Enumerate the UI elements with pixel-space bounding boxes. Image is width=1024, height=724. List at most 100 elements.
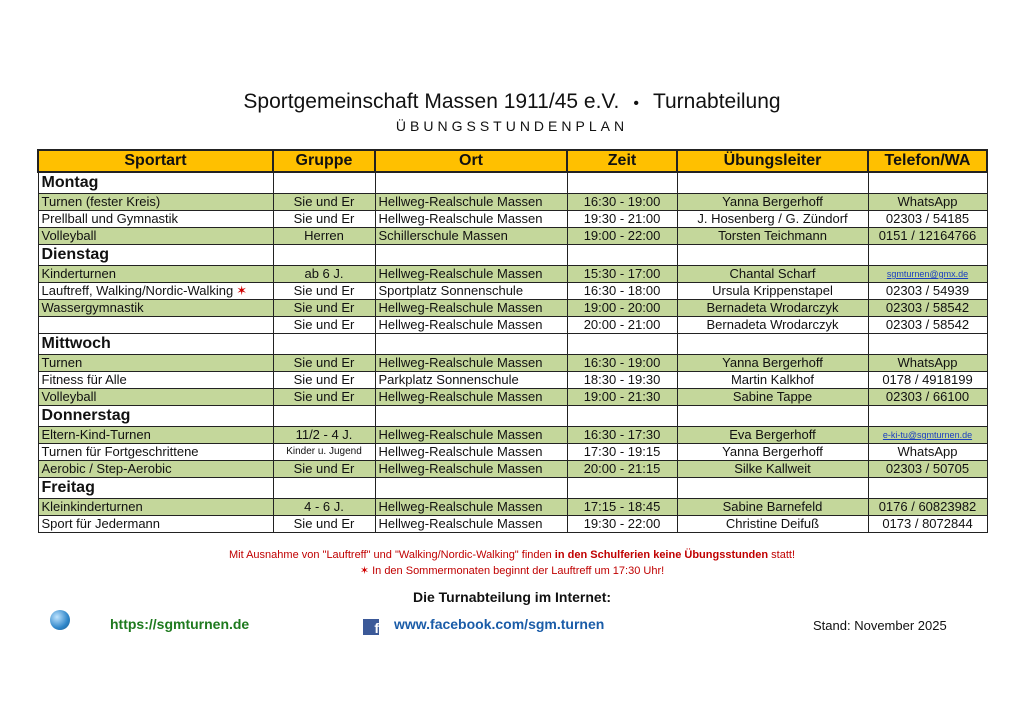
zeit-text: 16:30 - 18:00 xyxy=(583,283,661,299)
kontakt-text: 02303 / 58542 xyxy=(885,317,970,333)
ort-cell: Schillerschule Massen xyxy=(374,227,568,245)
zeit-cell: 15:30 - 17:00 xyxy=(566,265,678,283)
gruppe-cell: Herren xyxy=(272,227,376,245)
kontakt-cell: 0151 / 12164766 xyxy=(867,227,988,245)
empty-cell xyxy=(867,333,988,355)
empty-cell xyxy=(676,244,869,266)
ort-cell: Hellweg-Realschule Massen xyxy=(374,388,568,406)
gruppe-text: Sie und Er xyxy=(293,194,355,210)
sport-cell: Volleyball xyxy=(37,388,274,406)
ort-cell: Parkplatz Sonnenschule xyxy=(374,371,568,389)
kontakt-text: 0173 / 8072844 xyxy=(882,516,973,532)
holiday-note: Mit Ausnahme von "Lauftreff" und "Walkin… xyxy=(228,549,796,561)
gruppe-text: Sie und Er xyxy=(293,355,355,371)
ort-text: Hellweg-Realschule Massen xyxy=(378,300,543,316)
gruppe-cell: Sie und Er xyxy=(272,316,376,334)
sport-text: Wassergymnastik xyxy=(41,300,144,316)
zeit-text: 19:00 - 22:00 xyxy=(583,228,661,244)
table-row: Turnen (fester Kreis) Sie und Er Hellweg-R… xyxy=(37,193,988,211)
ort-text: Hellweg-Realschule Massen xyxy=(378,194,543,210)
website-link[interactable]: https://sgmturnen.de xyxy=(110,616,250,632)
zeit-cell: 19:30 - 21:00 xyxy=(566,210,678,228)
ort-text: Hellweg-Realschule Massen xyxy=(378,516,543,532)
zeit-cell: 17:30 - 19:15 xyxy=(566,443,678,461)
kontakt-text: WhatsApp xyxy=(897,444,958,460)
gruppe-text: Sie und Er xyxy=(293,317,355,333)
zeit-text: 16:30 - 19:00 xyxy=(583,355,661,371)
leiter-cell: Martin Kalkhof xyxy=(676,371,869,389)
leiter-text: Yanna Bergerhoff xyxy=(722,355,823,371)
sport-cell: Kleinkinderturnen xyxy=(37,498,274,516)
ort-cell: Hellweg-Realschule Massen xyxy=(374,460,568,478)
zeit-cell: 16:30 - 17:30 xyxy=(566,426,678,444)
column-header: Ort xyxy=(374,149,568,173)
ort-cell: Hellweg-Realschule Massen xyxy=(374,426,568,444)
kontakt-cell[interactable]: e-ki-tu@sgmturnen.de xyxy=(867,426,988,444)
ort-text: Schillerschule Massen xyxy=(378,228,508,244)
page-subtitle: ÜBUNGSSTUNDENPLAN xyxy=(395,118,629,134)
facebook-link[interactable]: www.facebook.com/sgm.turnen xyxy=(394,616,605,632)
day-name: Dienstag xyxy=(37,244,274,266)
sport-cell: Turnen für Fortgeschrittene xyxy=(37,443,274,461)
table-row: Prellball und Gymnastik Sie und Er Hellweg… xyxy=(37,210,988,228)
ort-cell: Hellweg-Realschule Massen xyxy=(374,210,568,228)
leiter-cell: Ursula Krippenstapel xyxy=(676,282,869,300)
leiter-cell: Yanna Bergerhoff xyxy=(676,193,869,211)
day-row: Freitag xyxy=(37,477,988,499)
day-name: Montag xyxy=(37,171,274,194)
day-row: Montag xyxy=(37,171,988,194)
gruppe-cell: Sie und Er xyxy=(272,282,376,300)
zeit-cell: 19:30 - 22:00 xyxy=(566,515,678,533)
kontakt-cell: 0173 / 8072844 xyxy=(867,515,988,533)
leiter-text: Sabine Barnefeld xyxy=(722,499,823,515)
zeit-cell: 16:30 - 19:00 xyxy=(566,193,678,211)
kontakt-text: WhatsApp xyxy=(897,194,958,210)
sport-cell: Wassergymnastik xyxy=(37,299,274,317)
day-name: Mittwoch xyxy=(37,333,274,355)
sport-cell: Kinderturnen xyxy=(37,265,274,283)
ort-text: Parkplatz Sonnenschule xyxy=(378,372,519,388)
table-row: Kleinkinderturnen 4 - 6 J. Hellweg-Realsch… xyxy=(37,498,988,516)
ort-cell: Hellweg-Realschule Massen xyxy=(374,354,568,372)
leiter-text: Ursula Krippenstapel xyxy=(712,283,833,299)
kontakt-cell: WhatsApp xyxy=(867,443,988,461)
stand-date: Stand: November 2025 xyxy=(813,618,947,633)
zeit-text: 16:30 - 19:00 xyxy=(583,194,661,210)
facebook-icon: f xyxy=(363,619,379,635)
empty-cell xyxy=(867,405,988,427)
department-name: Turnabteilung xyxy=(652,90,781,113)
empty-cell xyxy=(676,477,869,499)
leiter-cell: Sabine Tappe xyxy=(676,388,869,406)
zeit-cell: 19:00 - 21:30 xyxy=(566,388,678,406)
kontakt-cell[interactable]: sgmturnen@gmx.de xyxy=(867,265,988,283)
globe-icon xyxy=(50,610,70,630)
leiter-text: Eva Bergerhoff xyxy=(729,427,816,443)
empty-cell xyxy=(374,244,568,266)
table-row: Wassergymnastik Sie und Er Hellweg-Realsch… xyxy=(37,299,988,317)
leiter-text: Christine Deifuß xyxy=(725,516,820,532)
empty-cell xyxy=(867,171,988,194)
empty-cell xyxy=(566,405,678,427)
zeit-text: 19:00 - 20:00 xyxy=(583,300,661,316)
table-row: Fitness für Alle Sie und Er Parkplatz Sonn… xyxy=(37,371,988,389)
gruppe-text: Sie und Er xyxy=(293,516,355,532)
zeit-text: 15:30 - 17:00 xyxy=(583,266,661,282)
zeit-text: 19:30 - 22:00 xyxy=(583,516,661,532)
ort-cell: Hellweg-Realschule Massen xyxy=(374,193,568,211)
zeit-cell: 17:15 - 18:45 xyxy=(566,498,678,516)
leiter-text: Yanna Bergerhoff xyxy=(722,444,823,460)
zeit-cell: 18:30 - 19:30 xyxy=(566,371,678,389)
gruppe-cell: 4 - 6 J. xyxy=(272,498,376,516)
column-header: Zeit xyxy=(566,149,678,173)
ort-text: Hellweg-Realschule Massen xyxy=(378,317,543,333)
ort-text: Hellweg-Realschule Massen xyxy=(378,461,543,477)
day-name: Freitag xyxy=(37,477,274,499)
leiter-text: J. Hosenberg / G. Zündorf xyxy=(697,211,848,227)
table-row: Kinderturnen ab 6 J. Hellweg-Realschule Ma… xyxy=(37,265,988,283)
star-icon: ✶ xyxy=(236,283,248,299)
kontakt-text: 0176 / 60823982 xyxy=(878,499,977,515)
column-header: Sportart xyxy=(37,149,274,173)
leiter-text: Torsten Teichmann xyxy=(718,228,827,244)
leiter-cell: Chantal Scharf xyxy=(676,265,869,283)
club-name: Sportgemeinschaft Massen 1911/45 e.V. xyxy=(243,90,620,113)
